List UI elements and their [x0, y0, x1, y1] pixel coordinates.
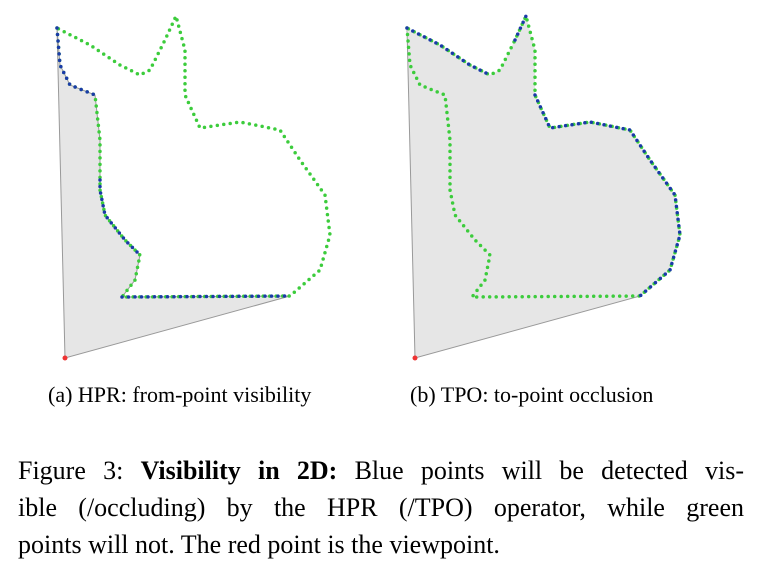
caption-label: Figure 3: — [18, 456, 124, 485]
subfigure-caption: (a) HPR: from-point visibility — [48, 382, 312, 407]
subfigure-b-art — [405, 14, 682, 361]
figure-art — [55, 14, 682, 361]
subfigure-a-art — [55, 14, 332, 361]
caption-heading: Visibility in 2D: — [140, 456, 338, 485]
caption-line: Figure 3: Visibility in 2D: Blue points … — [18, 452, 744, 489]
caption-line: points will not. The red point is the vi… — [18, 530, 500, 559]
caption-text: Blue points will be detected vis- — [354, 456, 744, 485]
subfigure-caption: (b) TPO: to-point occlusion — [410, 382, 654, 407]
caption-line: ible (/occluding) by the HPR (/TPO) oper… — [18, 493, 744, 522]
figure-caption: Figure 3: Visibility in 2D: Blue points … — [18, 452, 744, 563]
